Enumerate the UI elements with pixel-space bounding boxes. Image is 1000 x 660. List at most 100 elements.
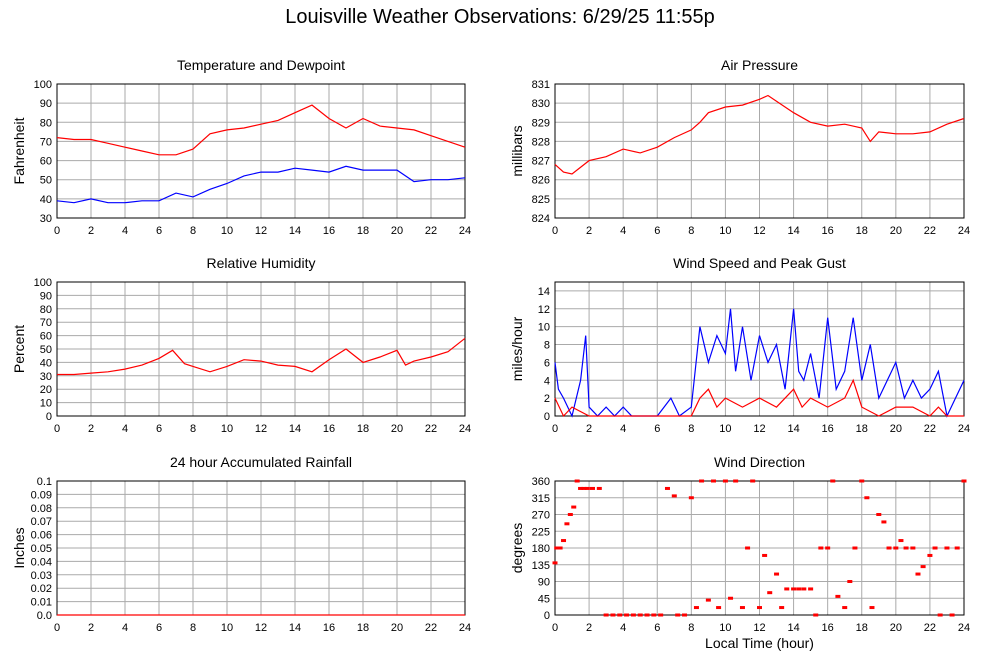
x-tick-label: 0 [54,225,60,237]
y-tick-label: 100 [34,277,52,289]
x-tick-label: 4 [122,225,128,237]
x-tick-label: 10 [719,622,731,634]
data-point [584,486,590,490]
x-tick-label: 2 [586,622,592,634]
pressure-chart: 0 2 4 6 8 10 12 14 16 18 20 22 248248258268278288298… [509,57,970,237]
data-point [757,606,762,610]
y-axis-label: Fahrenheit [11,117,27,184]
x-tick-label: 6 [156,225,162,237]
data-point [589,486,595,490]
y-tick-label: 135 [532,560,550,572]
data-point [869,606,875,610]
y-tick-label: 0.03 [31,570,52,582]
y-tick-label: 90 [40,290,52,302]
x-tick-label: 0 [54,423,60,435]
data-point [842,606,848,610]
x-tick-label: 24 [459,622,471,634]
y-axis-label: millibars [509,125,525,176]
y-axis-label: Inches [11,527,27,568]
x-tick-label: 20 [391,423,403,435]
y-tick-label: 0 [544,411,550,423]
data-point [937,613,943,617]
data-point [847,580,853,583]
x-tick-label: 12 [753,622,765,634]
x-tick-label: 20 [890,622,902,634]
y-tick-label: 0.08 [31,503,52,515]
x-tick-label: 24 [958,225,970,237]
data-point [651,613,657,617]
y-tick-label: 0.01 [31,597,52,609]
y-tick-label: 50 [40,175,52,187]
plot-frame [56,83,466,219]
x-tick-label: 6 [654,423,660,435]
data-point [722,479,728,483]
data-point [710,479,716,483]
page-title: Louisville Weather Observations: 6/29/25… [285,6,715,28]
data-point [864,496,870,500]
data-point [682,613,688,617]
y-tick-label: 0 [544,610,550,622]
y-tick-label: 4 [544,375,550,387]
x-tick-label: 10 [719,225,731,237]
y-tick-label: 6 [544,357,550,369]
series-line [554,94,965,175]
x-tick-label: 20 [890,423,902,435]
x-tick-label: 14 [289,622,301,634]
data-point [852,546,858,550]
y-tick-label: 90 [40,98,52,110]
data-point [739,606,745,610]
data-point [658,613,664,617]
x-tick-label: 6 [156,423,162,435]
data-point [903,546,909,550]
y-tick-label: 80 [40,117,52,129]
x-tick-label: 10 [221,423,233,435]
data-point [893,546,899,550]
x-tick-label: 18 [357,225,369,237]
x-tick-label: 16 [323,423,335,435]
data-point [675,613,681,617]
x-tick-label: 18 [357,423,369,435]
x-tick-label: 8 [688,622,694,634]
x-tick-label: 6 [654,622,660,634]
x-tick-label: 22 [425,423,437,435]
x-tick-label: 14 [289,423,301,435]
data-point [745,546,751,550]
data-point [779,606,785,610]
chart-title: Wind Direction [714,454,805,470]
data-point [733,479,739,483]
data-point [664,486,670,490]
x-tick-label: 8 [688,423,694,435]
y-tick-label: 180 [532,543,550,555]
y-tick-label: 80 [40,304,52,316]
x-tick-label: 14 [787,423,799,435]
chart-title: 24 hour Accumulated Rainfall [170,454,352,470]
y-tick-label: 830 [532,98,550,110]
y-tick-label: 20 [40,384,52,396]
data-point [554,546,560,550]
data-point [693,606,699,610]
y-tick-label: 45 [538,593,550,605]
data-point [671,494,677,498]
y-tick-label: 0.0 [37,610,52,622]
temp-chart: 0 2 4 6 8 10 12 14 16 18 20 22 2430405060708090100Te… [11,57,471,237]
x-tick-label: 16 [822,225,834,237]
plot-frame [554,281,965,417]
data-point [808,587,814,591]
y-tick-label: 70 [40,136,52,148]
data-point [949,613,955,617]
y-axis-label: miles/hour [509,316,525,381]
x-tick-label: 18 [856,622,868,634]
x-tick-label: 12 [255,225,267,237]
y-tick-label: 825 [532,194,550,206]
x-tick-label: 22 [425,225,437,237]
data-point [886,546,892,550]
series-line [56,104,466,156]
y-tick-label: 829 [532,117,550,129]
y-tick-label: 10 [40,398,52,410]
data-point [578,486,584,490]
y-axis-label: Percent [11,325,27,373]
y-tick-label: 0.07 [31,516,52,528]
y-tick-label: 270 [532,510,550,522]
data-point [932,546,938,550]
